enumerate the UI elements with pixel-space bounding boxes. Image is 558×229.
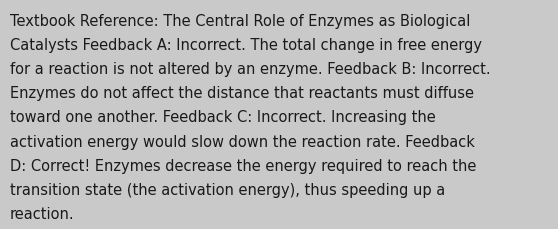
Text: transition state (the activation energy), thus speeding up a: transition state (the activation energy)…: [10, 182, 445, 197]
Text: reaction.: reaction.: [10, 206, 75, 221]
Text: activation energy would slow down the reaction rate. Feedback: activation energy would slow down the re…: [10, 134, 475, 149]
Text: Enzymes do not affect the distance that reactants must diffuse: Enzymes do not affect the distance that …: [10, 86, 474, 101]
Text: Catalysts Feedback A: Incorrect. The total change in free energy: Catalysts Feedback A: Incorrect. The tot…: [10, 38, 482, 53]
Text: toward one another. Feedback C: Incorrect. Increasing the: toward one another. Feedback C: Incorrec…: [10, 110, 436, 125]
Text: for a reaction is not altered by an enzyme. Feedback B: Incorrect.: for a reaction is not altered by an enzy…: [10, 62, 490, 77]
Text: D: Correct! Enzymes decrease the energy required to reach the: D: Correct! Enzymes decrease the energy …: [10, 158, 477, 173]
Text: Textbook Reference: The Central Role of Enzymes as Biological: Textbook Reference: The Central Role of …: [10, 14, 470, 29]
